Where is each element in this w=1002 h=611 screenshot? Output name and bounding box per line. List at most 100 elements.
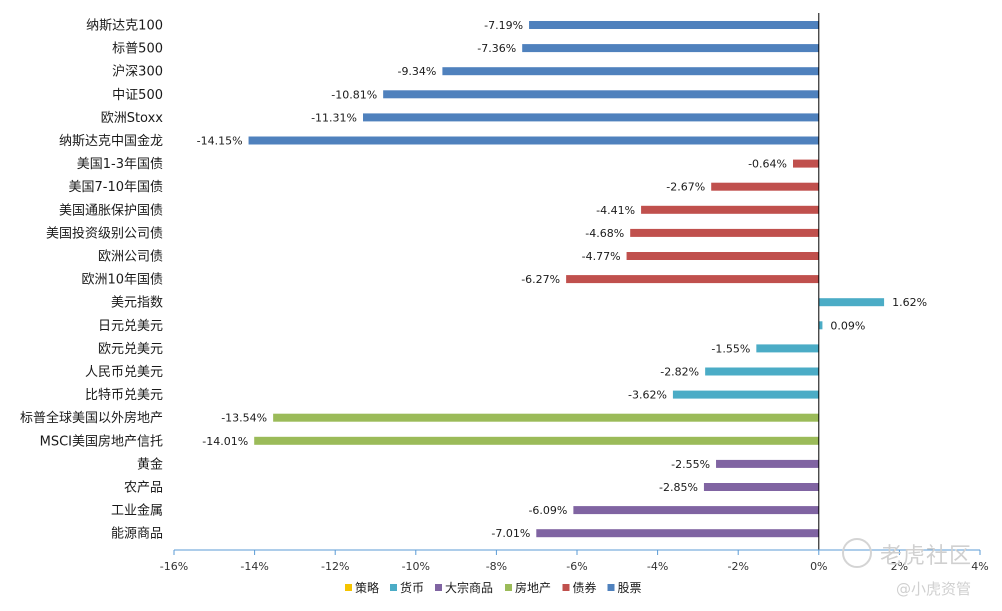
x-tick-label: -8% (486, 560, 507, 573)
legend-group: 策略 货币 大宗商品 房地产 债券 股票 (345, 580, 642, 595)
bar (716, 459, 819, 468)
data-label: -9.34% (397, 65, 436, 78)
category-label: 黄金 (137, 456, 163, 472)
category-label: 欧元兑美元 (98, 342, 163, 357)
bar (536, 529, 819, 538)
x-tick-label: -12% (321, 560, 349, 573)
category-labels-group: 纳斯达克100 标普500 沪深300 中证500 欧洲Stoxx 纳斯达克中国金龙美国1… (20, 19, 163, 542)
x-tick-label: 4% (971, 560, 988, 573)
bar (630, 228, 819, 237)
category-label: 能源商品 (111, 527, 163, 542)
watermark-logo-icon (842, 538, 872, 568)
data-label: -10.81% (331, 88, 377, 101)
data-label: -7.19% (484, 19, 523, 32)
data-label: 1.62% (892, 296, 927, 309)
legend-swatch (390, 584, 397, 591)
category-label: 比特币兑美元 (85, 388, 163, 403)
data-label: -6.09% (528, 504, 567, 517)
category-label: 标普500 (112, 42, 163, 57)
data-label: -2.67% (666, 181, 705, 194)
bar (793, 159, 819, 168)
bar (573, 506, 819, 515)
x-tick-label: -2% (727, 560, 748, 573)
bar (672, 390, 819, 399)
category-label: 美元指数 (111, 296, 163, 311)
legend-label: 债券 (573, 580, 597, 595)
bar (703, 483, 819, 491)
data-label: -3.62% (628, 389, 667, 402)
data-label: -14.01% (202, 435, 248, 448)
x-tick-label: -6% (566, 560, 587, 573)
bar (566, 275, 819, 284)
bar (522, 44, 819, 53)
category-label: 人民币兑美元 (85, 365, 163, 380)
legend-swatch (435, 584, 442, 591)
category-label: MSCI美国房地产信托 (40, 433, 163, 449)
legend-label: 大宗商品 (445, 580, 493, 595)
bar (756, 344, 819, 353)
data-label: -4.68% (585, 227, 624, 240)
x-tick-label: -10% (402, 560, 430, 573)
bar (711, 182, 819, 191)
data-label: -11.31% (311, 111, 357, 124)
category-label: 美国投资级别公司债 (46, 225, 163, 241)
category-label: 沪深300 (112, 64, 163, 80)
value-labels-group: -7.19% -7.36% -9.34% -10.81% -11.31% -14.15% -… (197, 19, 927, 540)
bar (383, 90, 819, 99)
bar (442, 67, 819, 76)
data-label: -0.64% (748, 158, 787, 171)
data-label: -1.55% (711, 342, 750, 355)
x-tick-label: -16% (160, 560, 188, 573)
watermark-title: 老虎社区 (880, 544, 973, 569)
bars-group (248, 21, 885, 538)
data-label: -13.54% (221, 412, 267, 425)
category-label: 欧洲10年国债 (81, 273, 163, 288)
bar (818, 298, 885, 307)
x-tick-label: -14% (240, 560, 268, 573)
x-tick-label: 2% (891, 560, 908, 573)
legend-swatch (607, 584, 615, 591)
bar (705, 367, 819, 376)
category-label: 欧洲公司债 (98, 250, 163, 265)
legend-label: 股票 (618, 581, 642, 595)
data-label: -2.55% (671, 458, 710, 471)
x-tick-label: -4% (647, 560, 668, 573)
category-label: 中证500 (112, 88, 163, 103)
data-label: 0.09% (830, 319, 865, 332)
legend-label: 房地产 (515, 580, 551, 595)
data-label: -2.85% (659, 481, 698, 494)
category-label: 工业金属 (111, 503, 163, 519)
data-label: -7.01% (491, 527, 530, 540)
legend-label: 策略 (355, 580, 379, 595)
bar (273, 413, 819, 422)
category-label: 美国1-3年国债 (77, 157, 163, 172)
category-label: 欧洲Stoxx (101, 111, 164, 126)
data-label: -6.27% (521, 273, 560, 286)
data-label: -4.77% (582, 250, 621, 263)
data-label: -2.82% (660, 366, 699, 379)
legend-swatch (505, 584, 512, 591)
x-tick-label: 0% (810, 560, 827, 573)
category-label: 标普全球美国以外房地产 (20, 410, 163, 426)
legend-swatch (562, 584, 570, 591)
bar (641, 205, 819, 214)
data-label: -7.36% (477, 42, 516, 55)
bar (248, 136, 819, 145)
category-label: 纳斯达克中国金龙 (59, 133, 163, 149)
category-label: 纳斯达克100 (86, 19, 163, 34)
category-label: 美国7-10年国债 (68, 180, 163, 195)
category-label: 美国通胀保护国债 (59, 203, 163, 218)
bar (626, 252, 819, 260)
bar (818, 321, 823, 330)
category-label: 日元兑美元 (98, 319, 163, 334)
data-label: -14.15% (197, 135, 243, 148)
data-label: -4.41% (596, 204, 635, 217)
bar (363, 113, 819, 122)
category-label: 农产品 (124, 481, 163, 496)
legend-swatch (345, 584, 352, 591)
watermark-handle: @小虎资管 (896, 580, 972, 598)
bar (254, 436, 819, 445)
bar (529, 21, 819, 29)
legend-label: 货币 (400, 580, 424, 595)
